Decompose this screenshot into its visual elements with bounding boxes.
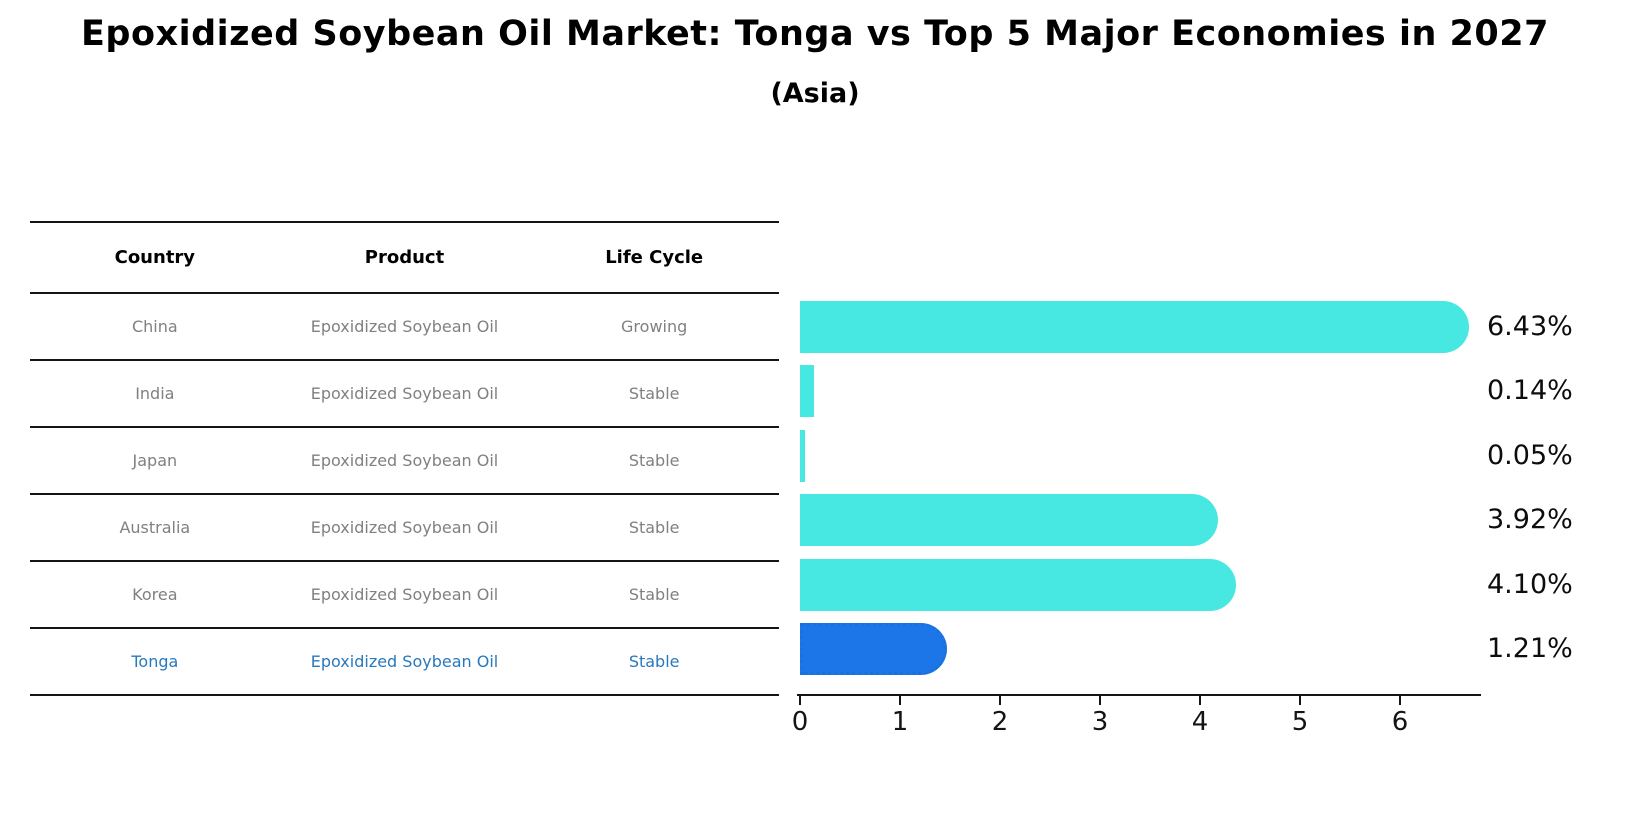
bar-korea (800, 558, 1236, 611)
tick-label: 3 (1091, 707, 1109, 737)
bar-australia (800, 494, 1218, 547)
tick-label: 5 (1291, 707, 1309, 737)
table-row: Korea Epoxidized Soybean Oil Stable (30, 562, 779, 629)
cell-product: Epoxidized Soybean Oil (310, 317, 499, 336)
axis-tick (1299, 696, 1301, 705)
header-cell-country: Country (114, 247, 196, 268)
x-axis (797, 694, 1481, 696)
cell-lifecycle: Growing (621, 317, 688, 336)
cell-product: Epoxidized Soybean Oil (310, 652, 499, 671)
page-subtitle: (Asia) (770, 78, 860, 109)
axis-tick (1199, 696, 1201, 705)
cell-product: Epoxidized Soybean Oil (310, 518, 499, 537)
cell-country: Japan (132, 451, 178, 470)
header-cell-lifecycle: Life Cycle (605, 247, 704, 268)
table-row: China Epoxidized Soybean Oil Growing (30, 294, 779, 361)
cell-lifecycle: Stable (628, 652, 680, 671)
tick-label: 1 (891, 707, 909, 737)
cell-country: Korea (132, 585, 178, 604)
cell-product: Epoxidized Soybean Oil (310, 451, 499, 470)
axis-tick (999, 696, 1001, 705)
bar-tonga (800, 623, 947, 675)
cell-country: Tonga (131, 652, 179, 671)
header-cell-product: Product (364, 247, 445, 268)
cell-country: China (131, 317, 178, 336)
bar-india (800, 365, 814, 418)
cell-lifecycle: Stable (628, 384, 680, 403)
table-row: Australia Epoxidized Soybean Oil Stable (30, 495, 779, 562)
cell-product: Epoxidized Soybean Oil (310, 585, 499, 604)
table-row: Japan Epoxidized Soybean Oil Stable (30, 428, 779, 495)
axis-tick (799, 696, 801, 705)
axis-tick (899, 696, 901, 705)
cell-country: Australia (119, 518, 191, 537)
page-title: Epoxidized Soybean Oil Market: Tonga vs … (81, 14, 1549, 54)
bar-value-label: 1.21% (1487, 633, 1573, 664)
tick-label: 6 (1391, 707, 1409, 737)
bar-value-label: 6.43% (1487, 311, 1573, 342)
tick-label: 2 (991, 707, 1009, 737)
table-row: Tonga Epoxidized Soybean Oil Stable (30, 629, 779, 696)
cell-lifecycle: Stable (628, 585, 680, 604)
axis-tick (1399, 696, 1401, 705)
cell-product: Epoxidized Soybean Oil (310, 384, 499, 403)
data-table: Country Product Life Cycle China Epoxidi… (30, 221, 779, 696)
cell-lifecycle: Stable (628, 451, 680, 470)
table-body: China Epoxidized Soybean Oil Growing Ind… (30, 294, 779, 696)
bar-value-label: 0.14% (1487, 375, 1573, 407)
tick-label: 0 (791, 707, 809, 737)
bar-value-label: 3.92% (1487, 504, 1573, 536)
bar-china (800, 301, 1469, 353)
bar-value-label: 4.10% (1487, 568, 1573, 600)
cell-lifecycle: Stable (628, 518, 680, 537)
bar-japan (800, 429, 805, 482)
table-header: Country Product Life Cycle (30, 223, 779, 294)
table-row: India Epoxidized Soybean Oil Stable (30, 361, 779, 428)
axis-tick (1099, 696, 1101, 705)
bar-value-label: 0.05% (1487, 439, 1573, 471)
tick-label: 4 (1191, 707, 1209, 737)
cell-country: India (135, 384, 175, 403)
